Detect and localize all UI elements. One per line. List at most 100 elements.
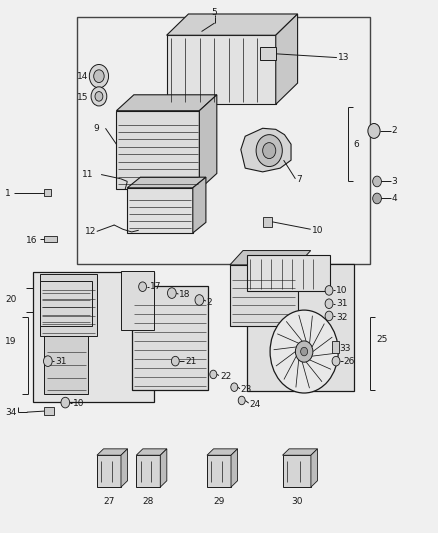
Polygon shape [231, 449, 237, 487]
Text: 20: 20 [5, 295, 17, 304]
Text: 13: 13 [338, 53, 349, 62]
Text: 2: 2 [392, 126, 397, 135]
Text: 19: 19 [5, 337, 17, 346]
Text: 34: 34 [5, 408, 17, 417]
Polygon shape [117, 95, 217, 111]
Bar [247, 255, 330, 292]
Circle shape [94, 70, 104, 83]
Bar [40, 274, 97, 336]
Circle shape [139, 282, 147, 292]
Text: 1: 1 [5, 189, 11, 198]
Bar [77, 17, 370, 264]
Polygon shape [121, 449, 127, 487]
Bar [132, 286, 208, 390]
Bar [117, 111, 199, 189]
Circle shape [325, 286, 333, 295]
Circle shape [61, 397, 70, 408]
Polygon shape [311, 449, 318, 487]
Circle shape [368, 124, 380, 139]
Text: 4: 4 [392, 194, 397, 203]
Text: 30: 30 [291, 497, 303, 506]
Circle shape [231, 383, 238, 391]
Text: 2: 2 [207, 297, 212, 306]
Text: 15: 15 [78, 93, 89, 102]
Circle shape [167, 288, 176, 298]
Polygon shape [199, 95, 217, 189]
Text: 25: 25 [376, 335, 388, 344]
Polygon shape [44, 189, 51, 196]
Text: 26: 26 [343, 357, 355, 366]
Text: 16: 16 [26, 237, 38, 246]
Circle shape [325, 299, 333, 309]
Text: 17: 17 [150, 282, 162, 291]
Circle shape [95, 92, 103, 101]
Bar [33, 272, 153, 402]
Polygon shape [166, 14, 297, 35]
Polygon shape [44, 236, 57, 242]
Circle shape [210, 370, 217, 378]
Text: 29: 29 [213, 497, 225, 506]
Bar [127, 188, 193, 233]
Text: 12: 12 [85, 228, 96, 237]
Circle shape [332, 357, 340, 366]
Text: 32: 32 [336, 312, 347, 321]
Text: 14: 14 [77, 71, 88, 80]
Bar [263, 217, 272, 227]
Circle shape [300, 348, 307, 356]
Circle shape [373, 193, 381, 204]
Circle shape [43, 356, 52, 367]
Polygon shape [193, 177, 206, 233]
Bar [332, 342, 339, 353]
Text: 11: 11 [82, 170, 93, 179]
Text: 3: 3 [392, 177, 397, 186]
Bar [97, 455, 121, 487]
Bar [166, 35, 276, 104]
Text: 33: 33 [339, 344, 350, 353]
Circle shape [270, 310, 338, 393]
Circle shape [91, 87, 107, 106]
Text: 22: 22 [220, 372, 231, 381]
Text: 23: 23 [241, 385, 252, 394]
Text: 5: 5 [212, 8, 218, 17]
Circle shape [325, 311, 333, 321]
Circle shape [171, 357, 179, 366]
Circle shape [263, 143, 276, 159]
Bar [121, 271, 153, 330]
Polygon shape [276, 14, 297, 104]
Text: 31: 31 [336, 299, 347, 308]
Text: 18: 18 [179, 290, 191, 299]
Text: 10: 10 [73, 399, 84, 408]
Polygon shape [160, 449, 167, 487]
Circle shape [195, 295, 204, 305]
Text: 9: 9 [93, 124, 99, 133]
Text: 21: 21 [185, 357, 196, 366]
Polygon shape [207, 449, 237, 455]
Circle shape [238, 396, 245, 405]
Text: 28: 28 [143, 497, 154, 506]
Circle shape [256, 135, 283, 166]
Bar [207, 455, 231, 487]
Circle shape [373, 176, 381, 187]
Text: 10: 10 [336, 286, 347, 295]
Text: 31: 31 [55, 357, 67, 366]
Bar [136, 455, 160, 487]
Polygon shape [97, 449, 127, 455]
Text: 27: 27 [103, 497, 115, 506]
Bar [283, 455, 311, 487]
Polygon shape [283, 449, 318, 455]
Polygon shape [127, 177, 206, 188]
Text: 24: 24 [250, 400, 261, 409]
Bar [44, 407, 54, 415]
Bar [247, 264, 354, 391]
Text: 10: 10 [312, 226, 324, 235]
Text: 6: 6 [353, 140, 359, 149]
Polygon shape [241, 128, 291, 172]
Text: 7: 7 [297, 175, 303, 184]
Bar [44, 336, 88, 394]
Polygon shape [136, 449, 167, 455]
Circle shape [295, 341, 313, 362]
Bar [40, 281, 92, 326]
Circle shape [89, 64, 109, 88]
Bar [261, 47, 276, 60]
Bar [230, 265, 297, 326]
